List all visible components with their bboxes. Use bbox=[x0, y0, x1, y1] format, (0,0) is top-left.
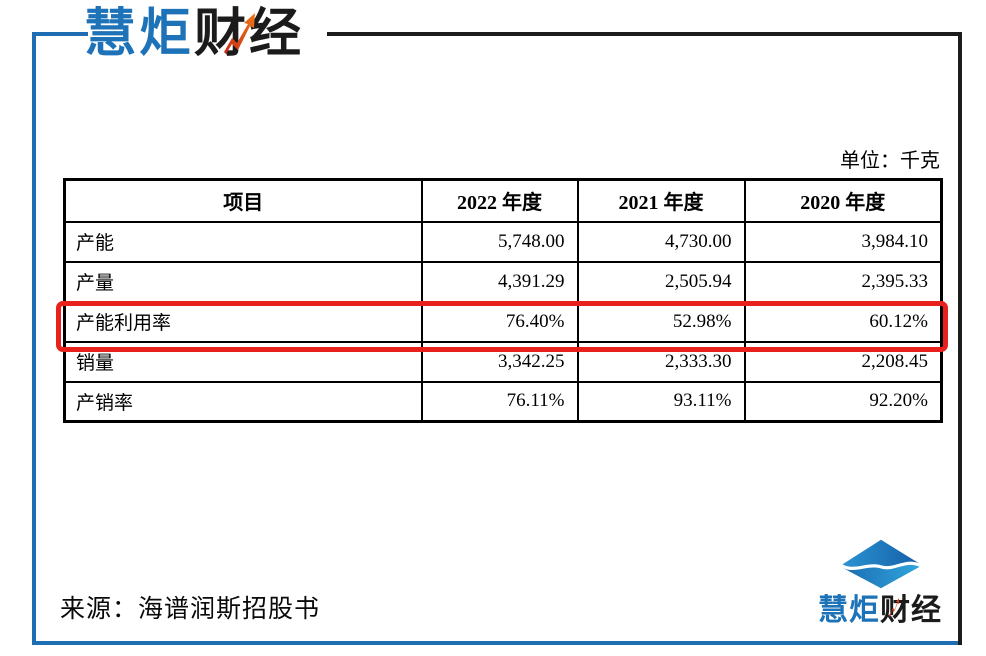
row-label: 产销率 bbox=[63, 380, 423, 423]
footer-logo-text: 慧炬财经 bbox=[800, 594, 960, 628]
row-value: 76.11% bbox=[420, 380, 579, 423]
row-value: 4,391.29 bbox=[420, 260, 579, 303]
table-header-row: 项目 2022 年度 2021 年度 2020 年度 bbox=[63, 178, 943, 223]
row-value: 5,748.00 bbox=[420, 220, 579, 263]
row-value: 2,208.45 bbox=[743, 340, 943, 383]
column-header-2021: 2021 年度 bbox=[576, 178, 746, 223]
row-value: 60.12% bbox=[743, 300, 943, 343]
capacity-table: 项目 2022 年度 2021 年度 2020 年度 产能 5,748.00 4… bbox=[63, 178, 943, 423]
table-row-highlighted: 产能利用率 76.40% 52.98% 60.12% bbox=[63, 300, 943, 343]
brand-logo: 慧炬财经 bbox=[84, 4, 304, 66]
row-value: 2,505.94 bbox=[576, 260, 746, 303]
frame-top-line bbox=[327, 32, 962, 36]
row-value: 92.20% bbox=[743, 380, 943, 423]
frame-right-line bbox=[958, 32, 962, 645]
capacity-table-wrap: 项目 2022 年度 2021 年度 2020 年度 产能 5,748.00 4… bbox=[63, 178, 943, 423]
row-label: 产能 bbox=[63, 220, 423, 263]
row-value: 2,333.30 bbox=[576, 340, 746, 383]
table-row: 产量 4,391.29 2,505.94 2,395.33 bbox=[63, 260, 943, 303]
column-header-2020: 2020 年度 bbox=[743, 178, 943, 223]
source-note: 来源：海谱润斯招股书 bbox=[60, 595, 321, 623]
row-value: 52.98% bbox=[576, 300, 746, 343]
row-label: 产量 bbox=[63, 260, 423, 303]
frame-bottom-line bbox=[32, 641, 962, 645]
footer-trend-arrow-icon bbox=[889, 598, 899, 617]
row-value: 4,730.00 bbox=[576, 220, 746, 263]
row-label: 销量 bbox=[63, 340, 423, 383]
table-row: 销量 3,342.25 2,333.30 2,208.45 bbox=[63, 340, 943, 383]
brand-logo-dark-text: 财经 bbox=[194, 5, 305, 63]
table-row: 产能 5,748.00 4,730.00 3,984.10 bbox=[63, 220, 943, 263]
column-header-2022: 2022 年度 bbox=[420, 178, 579, 223]
row-value: 93.11% bbox=[576, 380, 746, 423]
footer-logo: 慧炬财经 bbox=[800, 534, 960, 630]
row-label: 产能利用率 bbox=[63, 300, 423, 343]
footer-logo-diamond-icon bbox=[842, 539, 920, 589]
column-header-item: 项目 bbox=[63, 178, 423, 223]
footer-logo-dark-text: 财经 bbox=[880, 594, 942, 627]
frame-left-line bbox=[32, 32, 36, 645]
unit-label: 单位：千克 bbox=[840, 150, 940, 172]
row-value: 3,984.10 bbox=[743, 220, 943, 263]
row-value: 76.40% bbox=[420, 300, 579, 343]
brand-logo-blue-text: 慧炬 bbox=[84, 5, 195, 63]
row-value: 3,342.25 bbox=[420, 340, 579, 383]
table-row: 产销率 76.11% 93.11% 92.20% bbox=[63, 380, 943, 423]
trend-arrow-icon bbox=[224, 13, 255, 54]
footer-logo-blue-text: 慧炬 bbox=[818, 594, 880, 627]
row-value: 2,395.33 bbox=[743, 260, 943, 303]
frame-corner-line bbox=[32, 32, 88, 36]
